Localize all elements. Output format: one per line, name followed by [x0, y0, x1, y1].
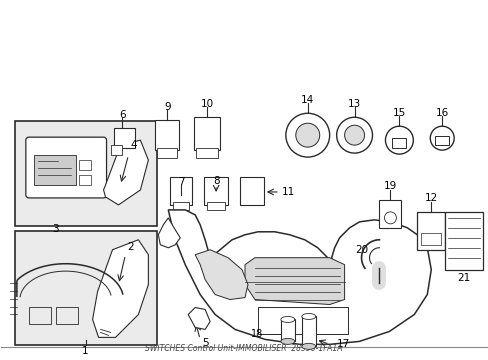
Text: 1: 1: [82, 346, 89, 356]
Bar: [157, 148, 177, 158]
Text: 13: 13: [347, 99, 361, 109]
Text: 18: 18: [250, 329, 263, 339]
Bar: [421, 233, 440, 245]
Circle shape: [295, 123, 319, 147]
Text: 17: 17: [336, 339, 349, 349]
Bar: [34, 155, 76, 185]
Text: 11: 11: [282, 187, 295, 197]
Circle shape: [336, 117, 372, 153]
Bar: [240, 177, 264, 205]
Text: 4: 4: [130, 140, 137, 150]
Text: 10: 10: [200, 99, 213, 109]
Bar: [280, 319, 294, 341]
Bar: [173, 202, 189, 210]
Polygon shape: [195, 250, 247, 300]
Bar: [79, 175, 90, 185]
Bar: [29, 306, 51, 324]
Text: 3: 3: [52, 224, 59, 234]
Bar: [194, 117, 220, 150]
Polygon shape: [158, 218, 180, 248]
Circle shape: [344, 125, 364, 145]
Text: 14: 14: [301, 95, 314, 105]
Text: 7: 7: [178, 177, 184, 187]
Circle shape: [385, 126, 412, 154]
Polygon shape: [103, 140, 148, 205]
Bar: [203, 177, 227, 205]
Polygon shape: [244, 258, 344, 305]
Bar: [392, 138, 406, 148]
Text: 16: 16: [435, 108, 448, 118]
Text: 19: 19: [383, 181, 396, 191]
Bar: [15, 231, 157, 345]
Bar: [434, 136, 448, 145]
Text: 2: 2: [127, 242, 134, 252]
Bar: [15, 121, 157, 226]
Bar: [444, 212, 482, 270]
Bar: [155, 120, 179, 150]
Circle shape: [429, 126, 453, 150]
Bar: [196, 148, 218, 158]
Bar: [416, 212, 444, 250]
Polygon shape: [92, 240, 148, 337]
Circle shape: [384, 212, 396, 224]
FancyBboxPatch shape: [26, 137, 106, 198]
Ellipse shape: [280, 316, 294, 323]
Bar: [56, 306, 78, 324]
Polygon shape: [188, 307, 210, 329]
Bar: [170, 177, 192, 205]
Bar: [301, 316, 315, 346]
Text: 21: 21: [457, 273, 470, 283]
Text: 15: 15: [392, 108, 405, 118]
Ellipse shape: [280, 338, 294, 345]
Bar: [207, 202, 224, 210]
Polygon shape: [168, 210, 430, 345]
Ellipse shape: [301, 314, 315, 319]
Text: 9: 9: [163, 102, 170, 112]
Text: 8: 8: [212, 176, 219, 186]
Circle shape: [285, 113, 329, 157]
Text: 12: 12: [424, 193, 437, 203]
Bar: [110, 145, 122, 155]
Ellipse shape: [301, 343, 315, 349]
Bar: [379, 200, 401, 228]
Bar: [113, 128, 135, 148]
Bar: [258, 306, 347, 334]
Text: 6: 6: [119, 110, 125, 120]
Text: 5: 5: [202, 338, 208, 348]
Bar: [79, 160, 90, 170]
Text: 20: 20: [354, 245, 367, 255]
Text: SWITCHES Control Unit-IMMOBILISER  28590-1FA1A: SWITCHES Control Unit-IMMOBILISER 28590-…: [145, 344, 342, 353]
